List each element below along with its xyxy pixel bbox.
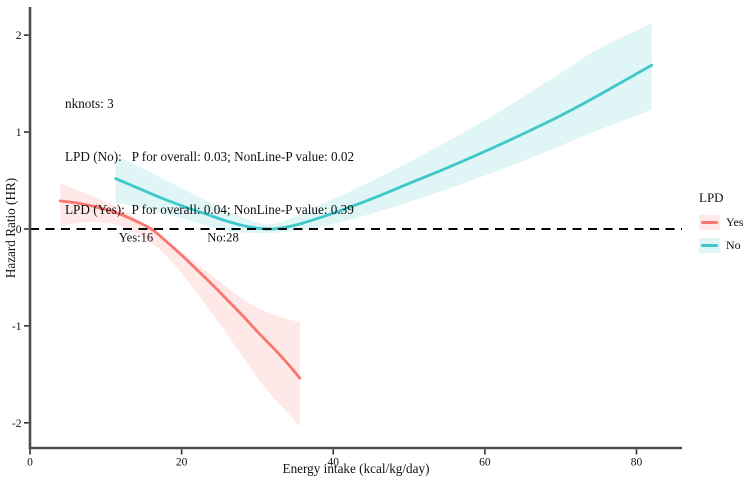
y-tick-label: 0 — [16, 224, 22, 236]
curve-label-yes: Yes:16 — [118, 230, 154, 245]
y-axis-title: Hazard Ratio (HR) — [3, 177, 18, 279]
yes-confidence-band — [60, 183, 300, 427]
tick-labels: 0 20 40 60 80 -2 -1 0 1 2 — [12, 30, 643, 468]
x-tick-label: 0 — [27, 457, 33, 469]
confidence-bands — [60, 23, 652, 427]
y-tick-label: 1 — [16, 127, 22, 139]
annotation-line-nknots: nknots: 3 — [65, 96, 114, 112]
legend-keyline-yes-icon — [701, 221, 718, 224]
annotation-line-lpd-yes: LPD (Yes): P for overall: 0.04; NonLine-… — [65, 201, 354, 217]
no-confidence-band — [115, 23, 652, 234]
x-tick-label: 20 — [176, 457, 188, 469]
yes-curve — [58, 199, 302, 380]
legend-key-no-icon — [699, 238, 720, 253]
curve-label-no: No:28 — [207, 230, 239, 245]
legend-entry-no: No — [699, 238, 743, 253]
x-tick-label: 80 — [631, 457, 643, 469]
legend-title: LPD — [699, 190, 724, 205]
legend: LPD Yes No — [699, 190, 743, 261]
no-curve — [114, 63, 654, 231]
spline-curves — [58, 63, 654, 380]
y-tick-label: 2 — [16, 30, 22, 42]
legend-keyline-no-icon — [701, 244, 718, 247]
legend-label-yes: Yes — [726, 215, 744, 229]
y-tick-label: -1 — [12, 321, 22, 333]
annotation-line-lpd-no: LPD (No): P for overall: 0.03; NonLine-P… — [65, 148, 355, 164]
legend-entry-yes: Yes — [699, 215, 743, 230]
x-tick-label: 40 — [328, 457, 340, 469]
legend-label-no: No — [726, 238, 741, 252]
axes — [28, 7, 682, 450]
y-tick-label: -2 — [12, 418, 22, 430]
tick-marks — [24, 34, 638, 455]
legend-key-yes-icon — [699, 215, 720, 230]
x-axis-title: Energy intake (kcal/kg/day) — [282, 461, 430, 476]
x-tick-label: 60 — [479, 457, 491, 469]
stats-annotation: nknots: 3 LPD (No): P for overall: 0.03;… — [65, 60, 354, 254]
